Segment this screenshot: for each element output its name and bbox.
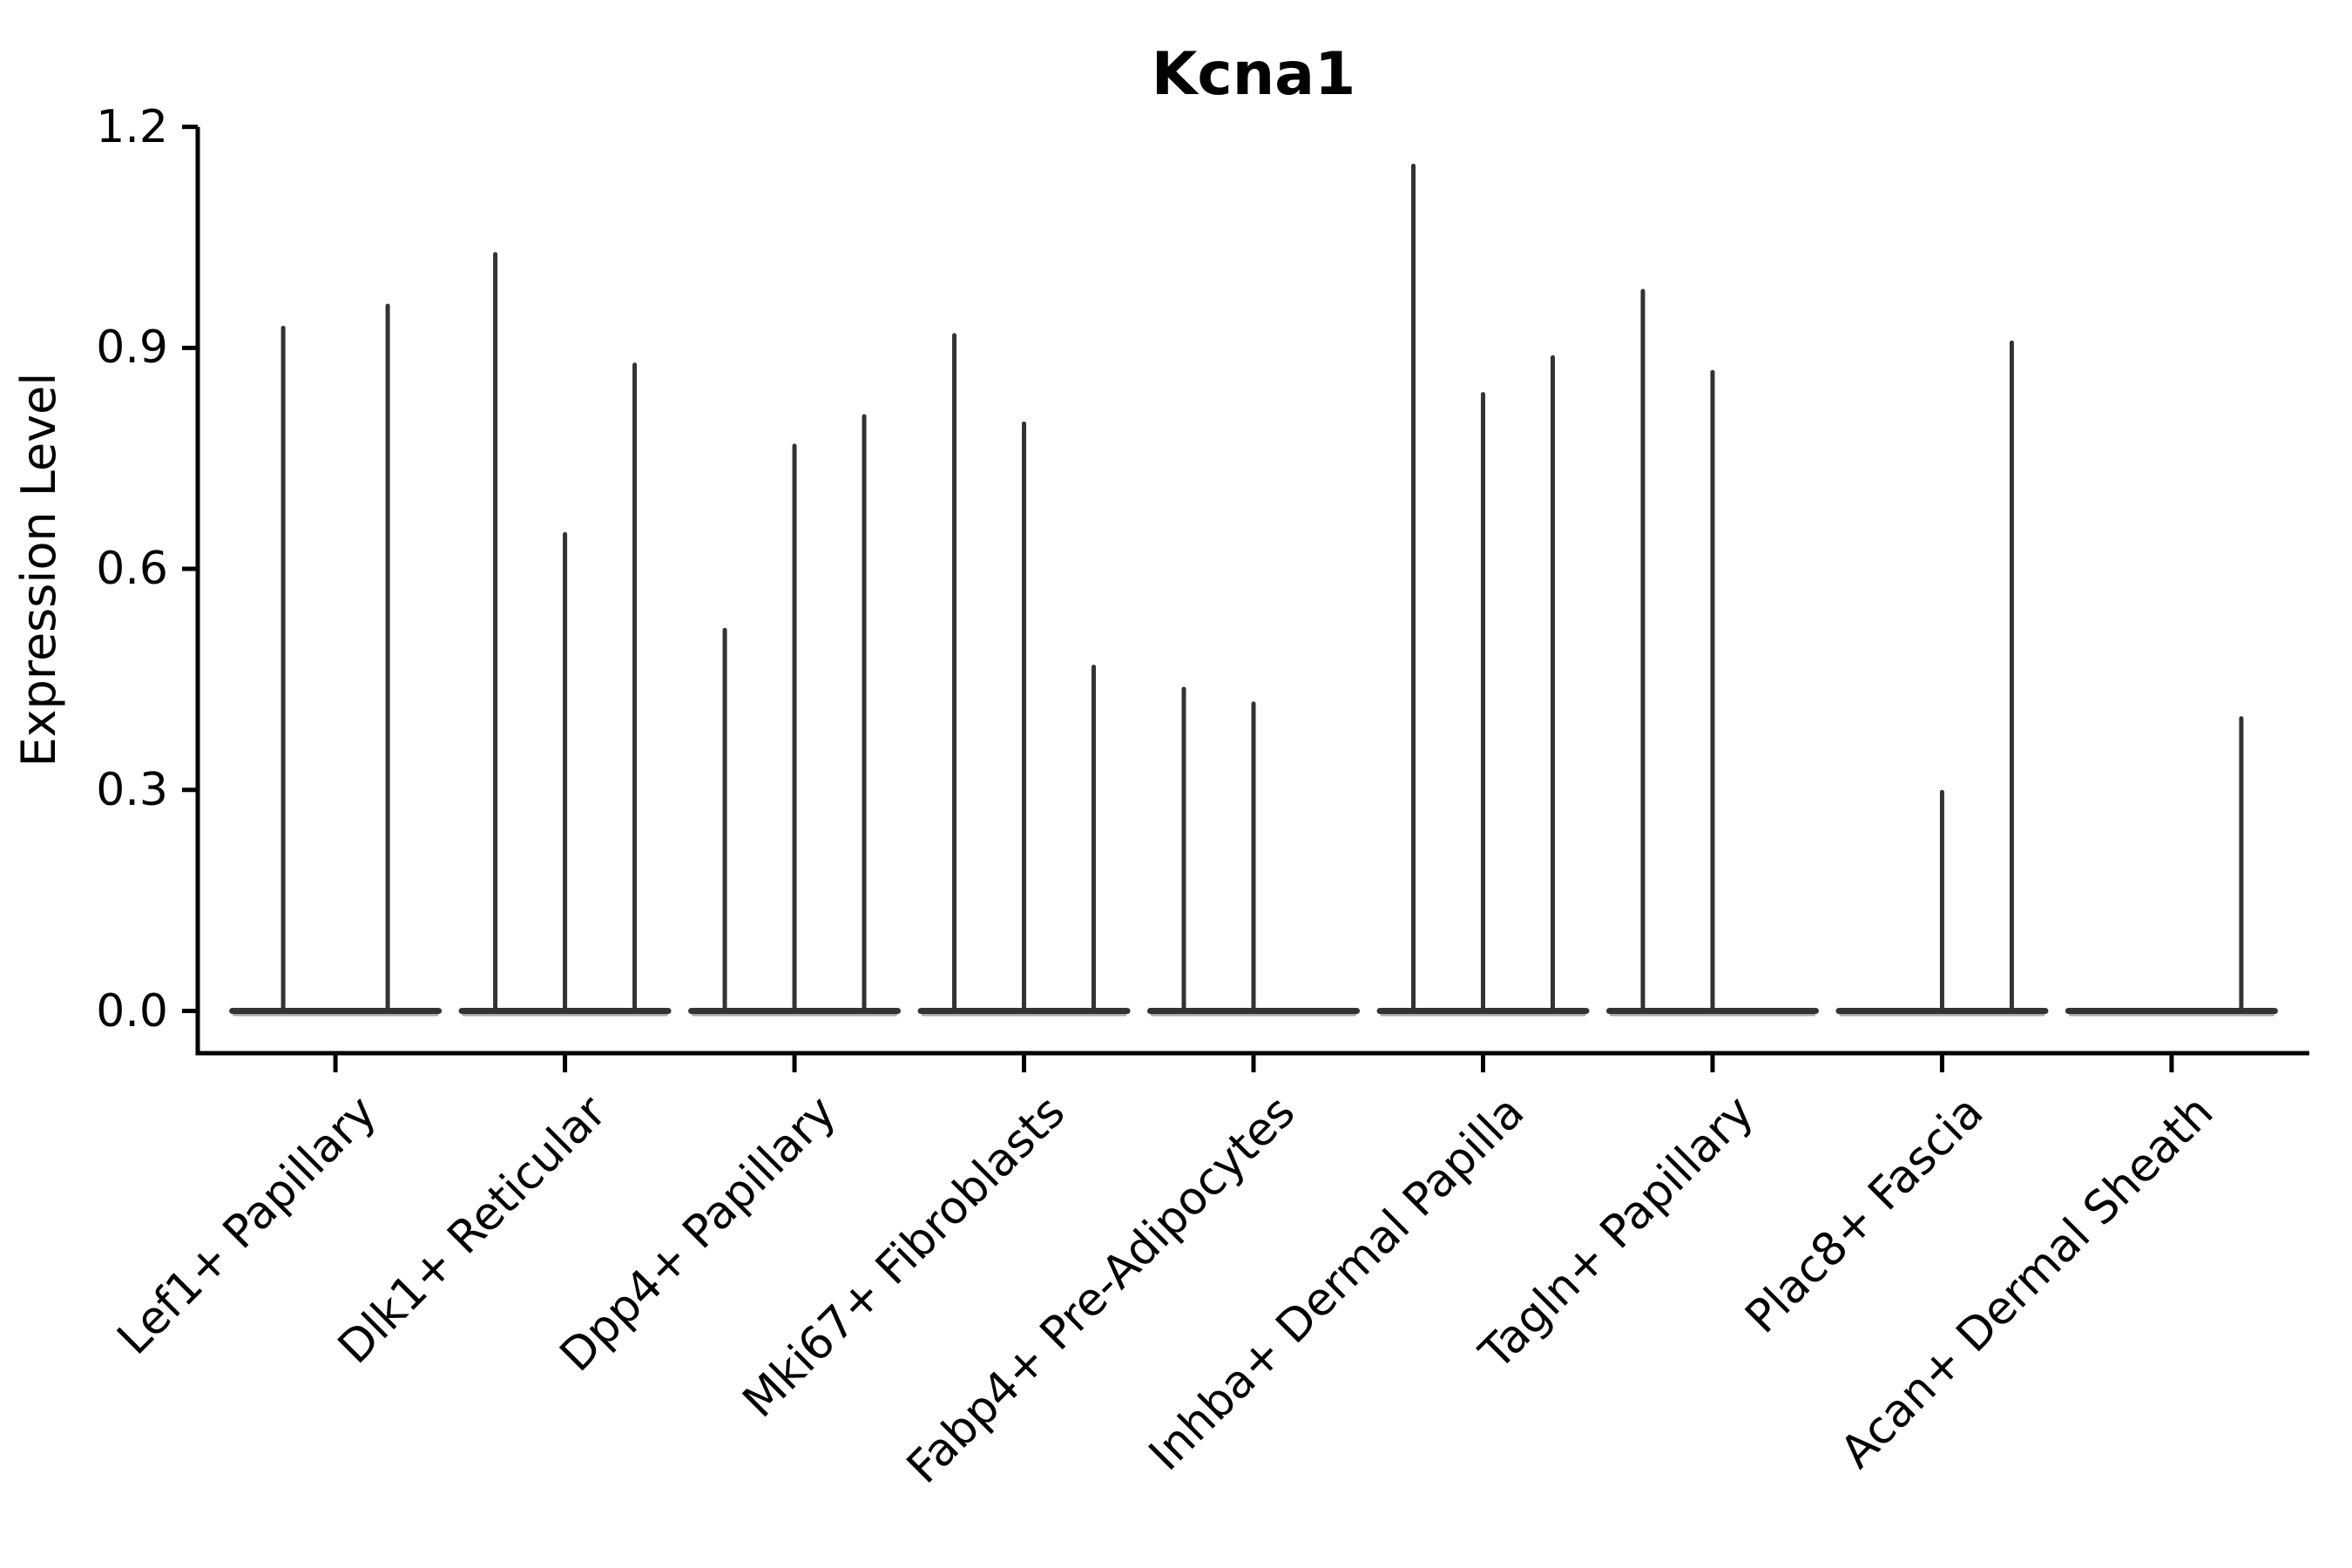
y-tick-label: 0.9 [96, 321, 168, 375]
y-tick-label: 0.0 [96, 984, 168, 1037]
y-tick-label: 0.6 [96, 543, 168, 596]
violin-base-fringe [692, 1013, 898, 1017]
violin-base-fringe [1380, 1013, 1586, 1017]
violin-base-fringe [1151, 1013, 1356, 1017]
violin-base-fringe [462, 1013, 668, 1017]
violin-base-bar [2065, 1008, 2278, 1014]
violin-base-fringe [233, 1013, 439, 1017]
violin-base-fringe [1609, 1013, 1815, 1017]
violin-base-fringe [2068, 1013, 2274, 1017]
chart-title: Kcna1 [1151, 40, 1356, 109]
violin-base-bar [229, 1008, 443, 1014]
y-tick-label: 1.2 [96, 100, 168, 153]
violin-base-fringe [921, 1013, 1127, 1017]
axis-spines [195, 126, 2309, 1056]
violin-base-fringe [1839, 1013, 2045, 1017]
y-tick-label: 0.3 [96, 763, 168, 816]
